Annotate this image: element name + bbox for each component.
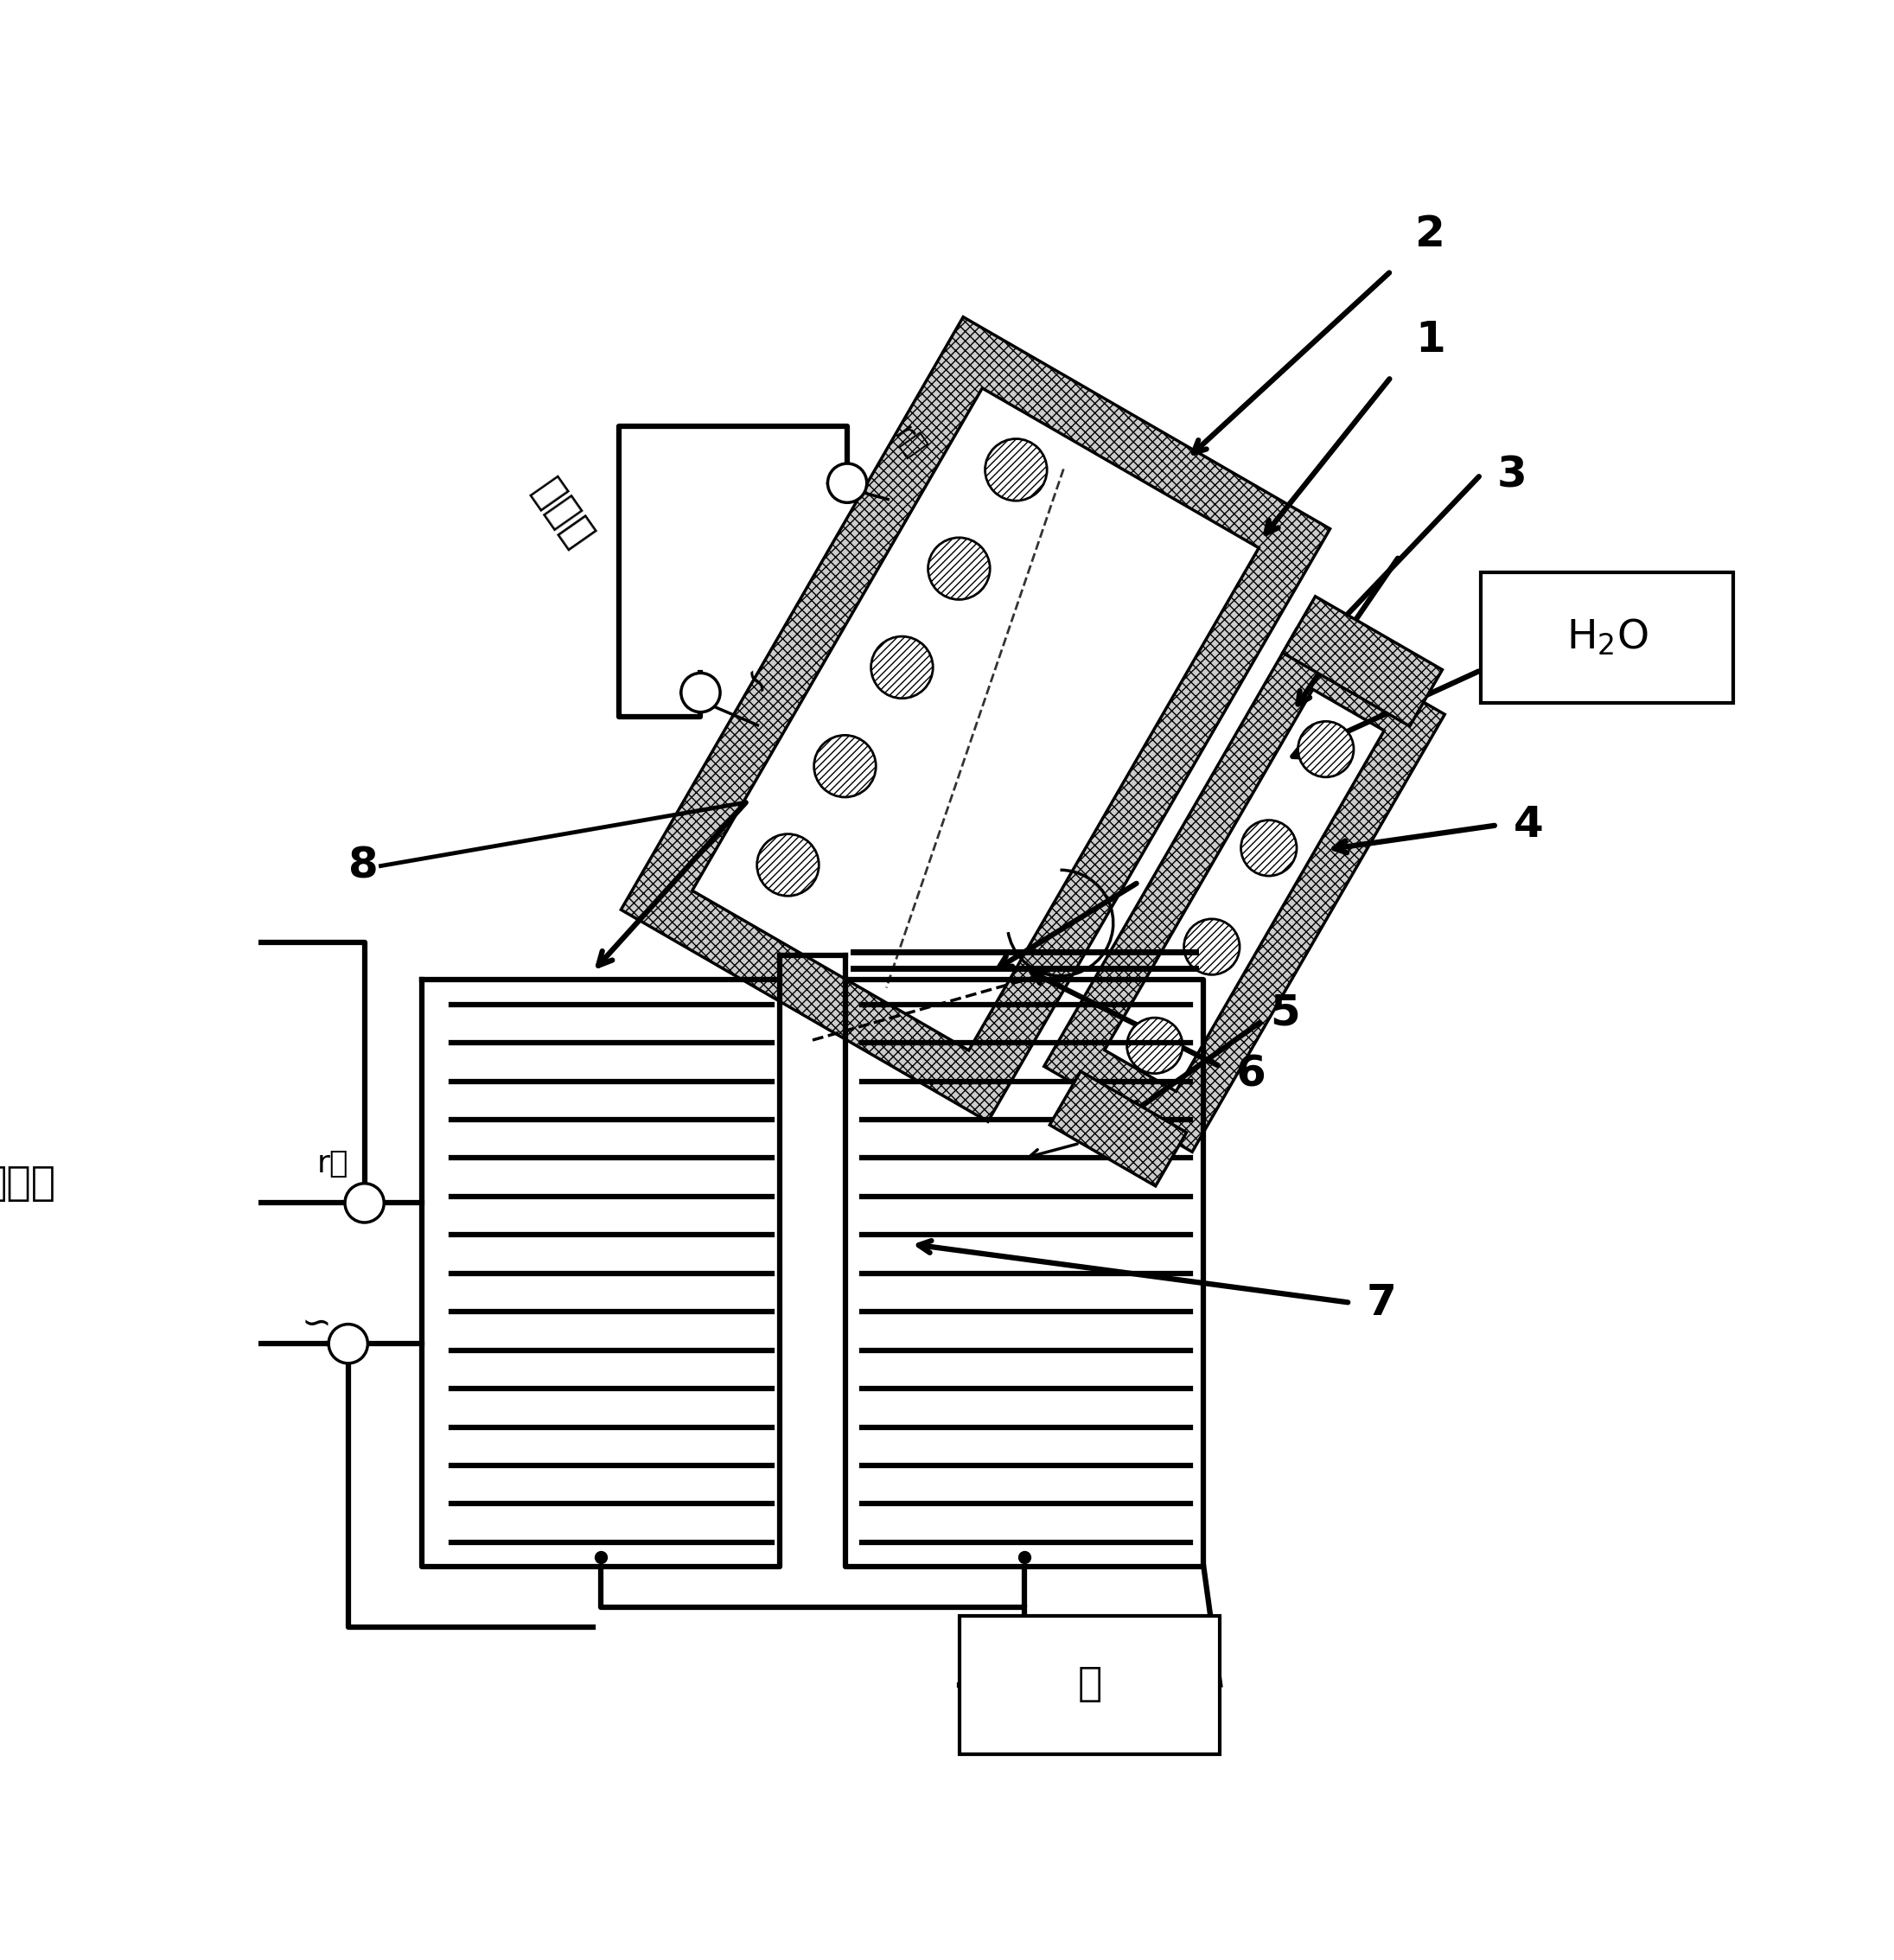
Circle shape — [985, 439, 1047, 500]
Polygon shape — [1104, 690, 1385, 1092]
Text: 2: 2 — [1415, 214, 1445, 255]
Polygon shape — [1044, 629, 1445, 1152]
Bar — [958, 1615, 1220, 1754]
Circle shape — [871, 637, 934, 698]
Text: 6: 6 — [1237, 1054, 1267, 1096]
Text: 3: 3 — [1496, 455, 1527, 496]
Text: r手: r手 — [316, 1149, 348, 1178]
Text: H$_2$O: H$_2$O — [1566, 617, 1648, 659]
Circle shape — [758, 835, 818, 896]
Text: r手: r手 — [888, 421, 930, 463]
Polygon shape — [1049, 1072, 1186, 1186]
Circle shape — [928, 537, 991, 600]
Polygon shape — [691, 388, 1260, 1051]
Circle shape — [1184, 919, 1241, 974]
Circle shape — [682, 672, 720, 711]
Circle shape — [828, 463, 867, 502]
Circle shape — [345, 1184, 384, 1223]
Text: 放电管: 放电管 — [0, 1164, 55, 1203]
Text: 8: 8 — [348, 845, 379, 886]
Text: 1: 1 — [1415, 319, 1445, 361]
Circle shape — [1297, 721, 1354, 776]
Circle shape — [330, 1325, 367, 1364]
Text: 5: 5 — [1269, 992, 1299, 1035]
Polygon shape — [1282, 596, 1443, 725]
Circle shape — [1127, 1017, 1182, 1074]
Text: ∽: ∽ — [729, 662, 777, 708]
Text: ∽: ∽ — [301, 1305, 331, 1343]
Text: 4: 4 — [1513, 804, 1544, 847]
Circle shape — [814, 735, 875, 798]
Bar — [1481, 572, 1733, 704]
Text: 放电管: 放电管 — [525, 472, 599, 557]
Text: 7: 7 — [1367, 1282, 1396, 1323]
Polygon shape — [621, 318, 1330, 1121]
Circle shape — [1241, 819, 1297, 876]
Text: 泵: 泵 — [1078, 1666, 1102, 1705]
